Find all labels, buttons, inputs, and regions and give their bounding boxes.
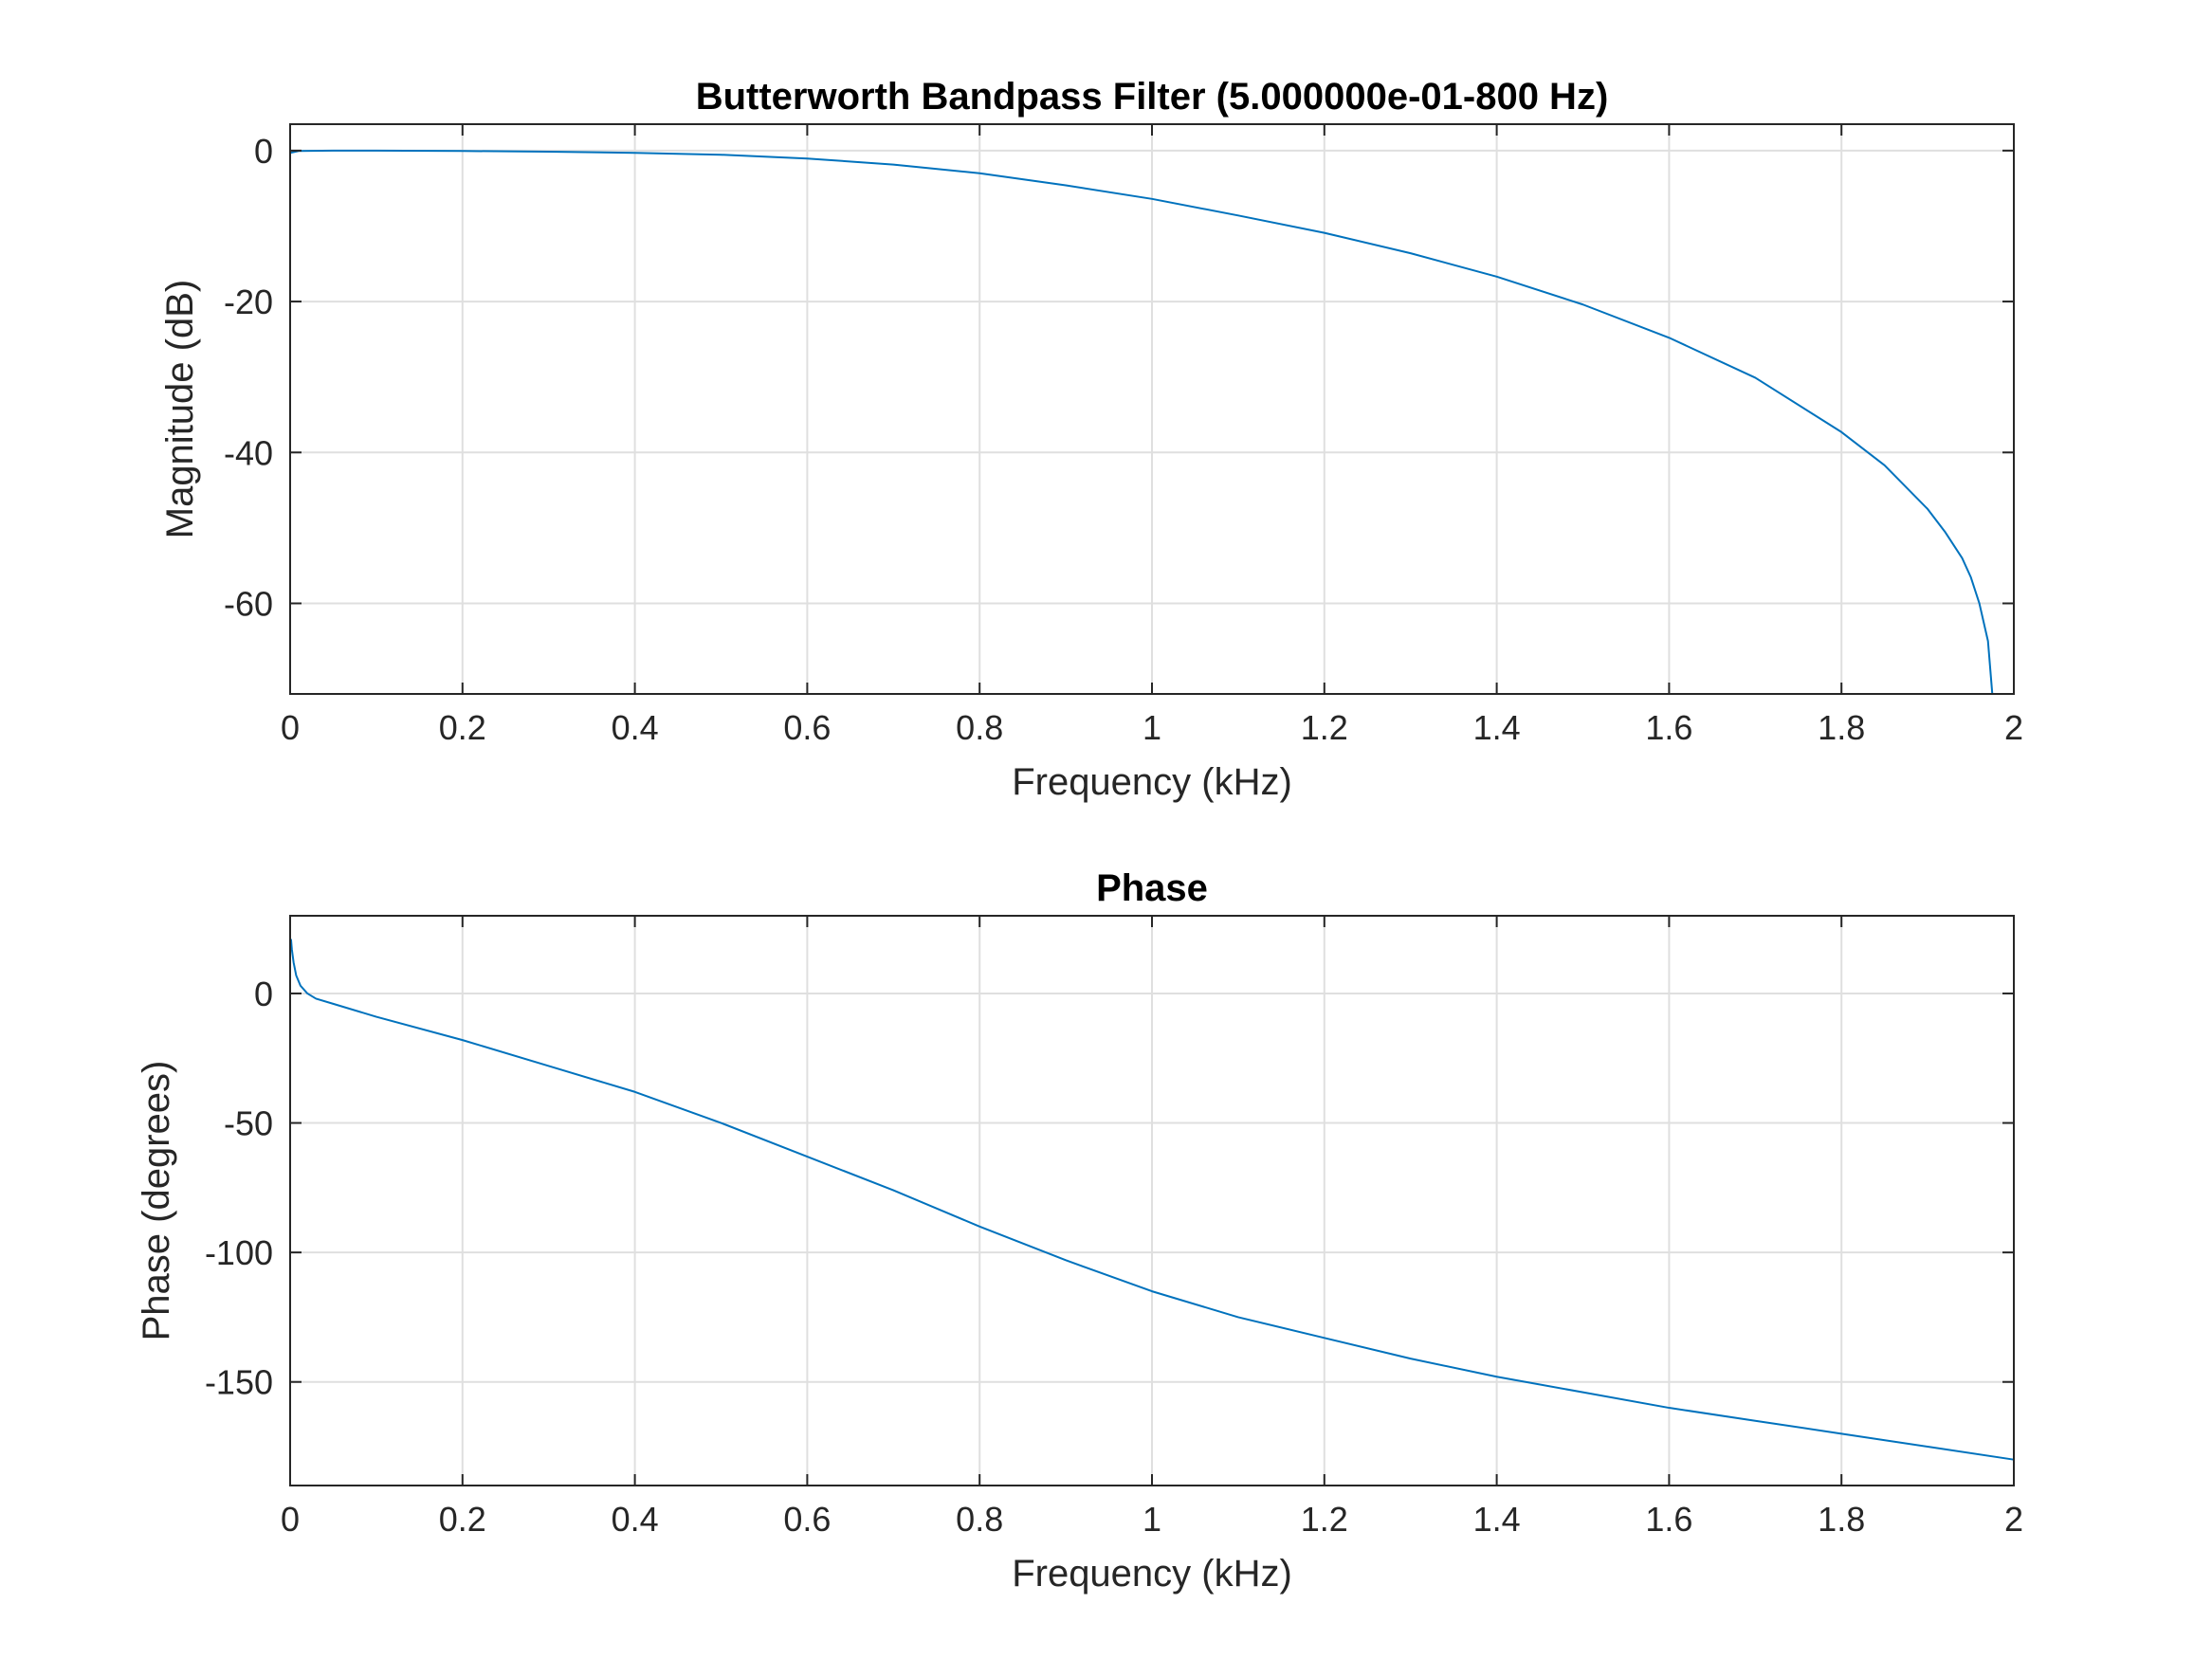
x-tick-label: 0.6: [783, 708, 831, 747]
x-tick-label: 1.2: [1301, 708, 1348, 747]
y-tick-label: 0: [254, 132, 273, 171]
subplot-2: 0 0.2 0.4 0.6 0.8 1 1.2 1.4 1.6 1.8 2 0 -50 -100 -150 P…: [136, 867, 2023, 1595]
x-tick-label: 0.2: [439, 708, 486, 747]
x-tick-label: 2: [2004, 1500, 2023, 1539]
x-tick-label: 1.8: [1818, 1500, 1865, 1539]
x-axis-label: Frequency (kHz): [1012, 1553, 1292, 1595]
x-tick-label: 1.2: [1301, 1500, 1348, 1539]
chart-title: Butterworth Bandpass Filter (5.000000e-0…: [696, 76, 1609, 118]
x-tick-label: 1.8: [1818, 708, 1865, 747]
y-tick-label: -150: [205, 1363, 273, 1402]
x-tick-label: 0.6: [783, 1500, 831, 1539]
x-tick-label: 1: [1143, 708, 1161, 747]
y-tick-label: -20: [224, 283, 273, 321]
x-tick-label: 1.4: [1473, 1500, 1521, 1539]
x-tick-label: 2: [2004, 708, 2023, 747]
x-tick-label: 0.8: [956, 1500, 1003, 1539]
x-tick-label: 0: [281, 708, 300, 747]
y-axis-label: Magnitude (dB): [159, 280, 201, 538]
x-tick-label: 0.2: [439, 1500, 486, 1539]
y-tick-label: 0: [254, 975, 273, 1013]
x-tick-label: 1.4: [1473, 708, 1521, 747]
series-line: [289, 149, 1994, 695]
x-tick-label: 1.6: [1645, 1500, 1692, 1539]
y-tick-label: -40: [224, 433, 273, 472]
x-tick-label: 1: [1143, 1500, 1161, 1539]
x-tick-label: 0: [281, 1500, 300, 1539]
subplot-1: 0 0.2 0.4 0.6 0.8 1 1.2 1.4 1.6 1.8 2 0 -20 -40 -60 But…: [159, 76, 2023, 803]
y-axis-label: Phase (degrees): [136, 1061, 177, 1341]
y-tick-label: -50: [224, 1104, 273, 1143]
y-tick-label: -60: [224, 584, 273, 623]
x-tick-label: 0.4: [612, 1500, 659, 1539]
series-line: [289, 939, 2015, 1461]
x-tick-label: 0.4: [612, 708, 659, 747]
chart-title: Phase: [1096, 867, 1208, 909]
y-tick-label: -100: [205, 1233, 273, 1272]
x-axis-label: Frequency (kHz): [1012, 761, 1292, 803]
x-tick-label: 1.6: [1645, 708, 1692, 747]
x-tick-label: 0.8: [956, 708, 1003, 747]
